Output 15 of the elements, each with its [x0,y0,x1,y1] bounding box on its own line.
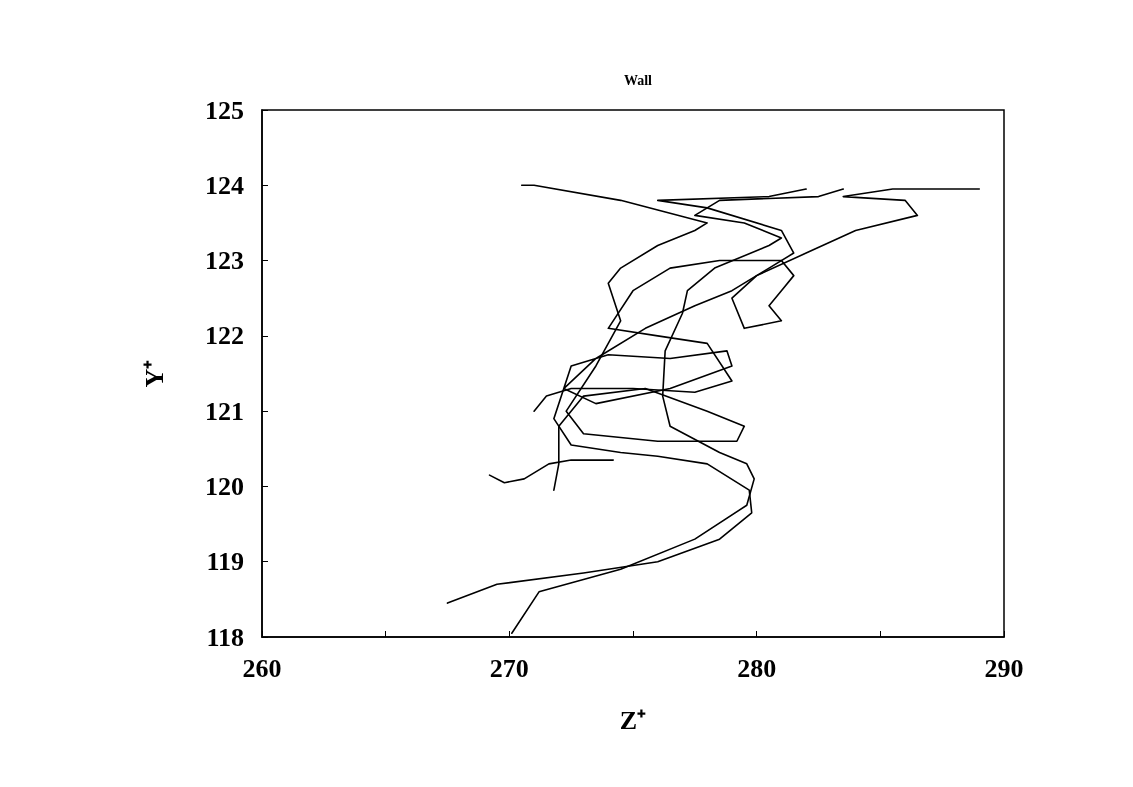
y-tick-label: 123 [205,246,244,276]
y-tick-label: 121 [205,396,244,426]
y-tick-label: 119 [206,547,244,577]
y-tick-label: 118 [206,622,244,652]
x-tick-label: 260 [242,653,282,683]
chart-title: Wall [623,72,653,88]
x-tick-label: 280 [737,653,777,683]
y-tick-label: 122 [205,321,244,351]
y-tick-label: 120 [205,471,244,501]
y-tick-label: 125 [205,95,244,125]
x-tick-label: 270 [489,653,529,683]
y-tick-label: 124 [205,170,244,200]
x-tick-label: 290 [984,653,1024,683]
y-axis-title: Y⁺ [139,359,169,388]
x-axis-title: Z⁺ [619,705,647,735]
